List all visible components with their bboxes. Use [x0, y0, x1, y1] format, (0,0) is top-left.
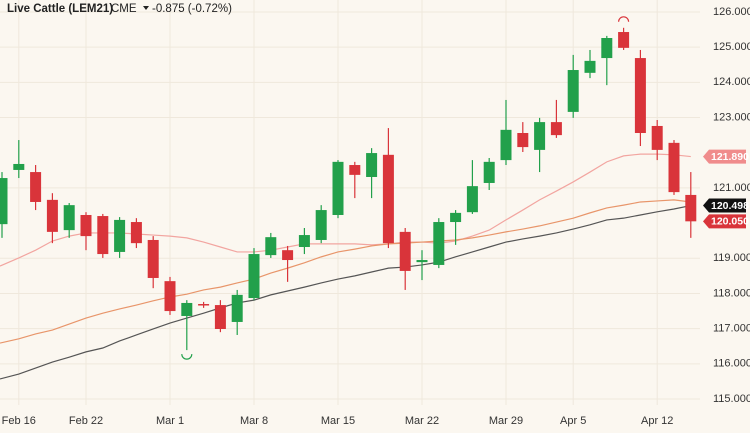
- x-tick-label: Mar 22: [405, 415, 439, 427]
- candle-body: [399, 231, 411, 271]
- candle-body: [231, 294, 243, 322]
- y-tick-label: 119.000: [713, 252, 750, 264]
- candle-body: [550, 122, 562, 136]
- candle-body: [685, 194, 697, 222]
- candle-body: [433, 222, 445, 265]
- y-tick-label: 124.000: [713, 76, 750, 88]
- candle-body: [198, 304, 210, 306]
- x-tick-label: Apr 5: [560, 415, 586, 427]
- candle-body: [584, 60, 596, 73]
- down-arrow: [143, 6, 149, 10]
- price-badge-label: 121.890: [711, 151, 749, 163]
- candle-body: [634, 58, 646, 134]
- y-tick-label: 115.000: [713, 393, 750, 405]
- candle-body: [366, 153, 378, 177]
- candle-body: [349, 165, 361, 175]
- candle-body: [63, 205, 75, 231]
- candle-body: [534, 122, 546, 150]
- x-tick-label: Feb 16: [2, 415, 36, 427]
- candle-body: [30, 172, 42, 202]
- y-tick-label: 123.000: [713, 111, 750, 123]
- candle-body: [298, 235, 310, 248]
- x-tick-label: Feb 22: [69, 415, 103, 427]
- price-badge: [703, 198, 746, 213]
- candle-body: [164, 281, 176, 312]
- x-tick-label: Mar 8: [240, 415, 268, 427]
- price-badge: [703, 149, 746, 164]
- candle-body: [265, 237, 277, 256]
- x-tick-label: Mar 29: [489, 415, 523, 427]
- moving-average: [0, 204, 691, 380]
- candle-body: [517, 133, 529, 148]
- candle-body: [500, 129, 512, 161]
- candle-body: [130, 222, 142, 244]
- y-tick-label: 118.000: [713, 287, 750, 299]
- candle-body: [332, 161, 344, 215]
- candle-body: [0, 178, 8, 225]
- candle-body: [282, 250, 294, 261]
- candle-body: [567, 70, 579, 112]
- change: -0.875 (-0.72%): [152, 3, 232, 15]
- candle-body: [46, 199, 58, 232]
- candle-body: [13, 163, 25, 170]
- candle-body: [466, 186, 478, 213]
- candle-body: [483, 161, 495, 183]
- high-marker: [618, 16, 630, 22]
- candle-body: [416, 260, 428, 263]
- y-tick-label: 125.000: [713, 41, 750, 53]
- x-tick-label: Apr 12: [641, 415, 673, 427]
- x-tick-label: Mar 15: [321, 415, 355, 427]
- candle-body: [668, 142, 680, 193]
- candle-body: [315, 210, 327, 240]
- price-badge-label: 120.050: [711, 216, 749, 228]
- y-tick-label: 121.000: [713, 182, 750, 194]
- candle-body: [147, 239, 159, 278]
- candle-body: [248, 254, 260, 299]
- candle-body: [214, 305, 226, 329]
- candle-body: [181, 302, 193, 316]
- candle-body: [618, 32, 630, 48]
- candle-body: [382, 154, 394, 244]
- price-badge: [703, 214, 746, 229]
- candle-body: [651, 125, 663, 150]
- moving-average: [0, 199, 691, 344]
- candle-body: [450, 212, 462, 223]
- y-tick-label: 117.000: [713, 323, 750, 335]
- price-badge-label: 120.498: [711, 200, 749, 212]
- y-tick-label: 126.000: [713, 6, 750, 18]
- title: Live Cattle (LEM21): [7, 3, 113, 15]
- y-tick-label: 116.000: [713, 358, 750, 370]
- x-tick-label: Mar 1: [156, 415, 184, 427]
- candle-body: [114, 219, 126, 252]
- candle-body: [80, 214, 92, 237]
- low-marker: [181, 354, 193, 360]
- exchange: CME: [111, 3, 137, 15]
- candle-body: [601, 38, 613, 59]
- candle-body: [97, 216, 109, 255]
